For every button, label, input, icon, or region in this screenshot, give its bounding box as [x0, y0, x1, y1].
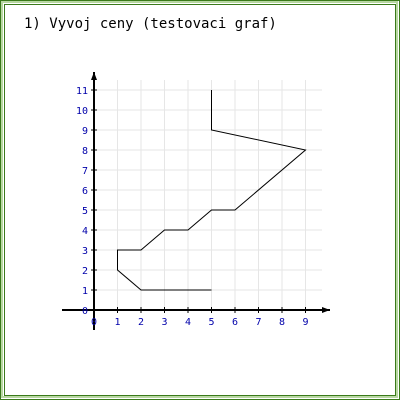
y-tick-label: 4	[82, 226, 88, 237]
y-tick-label: 6	[82, 186, 88, 197]
y-tick-label: 9	[82, 126, 88, 137]
grid	[94, 80, 322, 310]
y-tick-label: 11	[76, 86, 88, 97]
ticks: 0 1 2 3 4 5 6 7 8 9 0 1 2 3 4 5 6 7 8 9 10 11	[76, 86, 309, 328]
y-tick-label: 8	[82, 146, 88, 157]
y-tick-label: 1	[82, 286, 88, 297]
x-axis-arrow	[322, 307, 330, 313]
x-tick-label: 4	[185, 317, 191, 328]
y-tick-label: 5	[82, 206, 88, 217]
x-tick-label: 6	[232, 317, 238, 328]
y-tick-label: 0	[82, 306, 88, 317]
x-tick-label: 9	[303, 317, 309, 328]
frame-inner-outline	[4, 4, 396, 396]
y-tick-label: 3	[82, 246, 88, 257]
x-tick-label: 3	[162, 317, 168, 328]
x-tick-label: 8	[279, 317, 285, 328]
axes	[62, 72, 330, 330]
x-tick-label: 7	[256, 317, 262, 328]
y-tick-label: 7	[82, 166, 88, 177]
series-line	[117, 90, 307, 291]
x-tick-label: 1	[115, 317, 121, 328]
y-tick-label: 2	[82, 266, 88, 277]
x-tick-label: 5	[209, 317, 215, 328]
y-axis-arrow	[91, 72, 97, 80]
chart-title: 1) Vyvoj ceny (testovaci graf)	[24, 16, 277, 32]
x-tick-label: 0	[91, 317, 97, 328]
series	[117, 90, 307, 291]
y-tick-label: 10	[76, 106, 88, 117]
x-tick-label: 2	[138, 317, 144, 328]
